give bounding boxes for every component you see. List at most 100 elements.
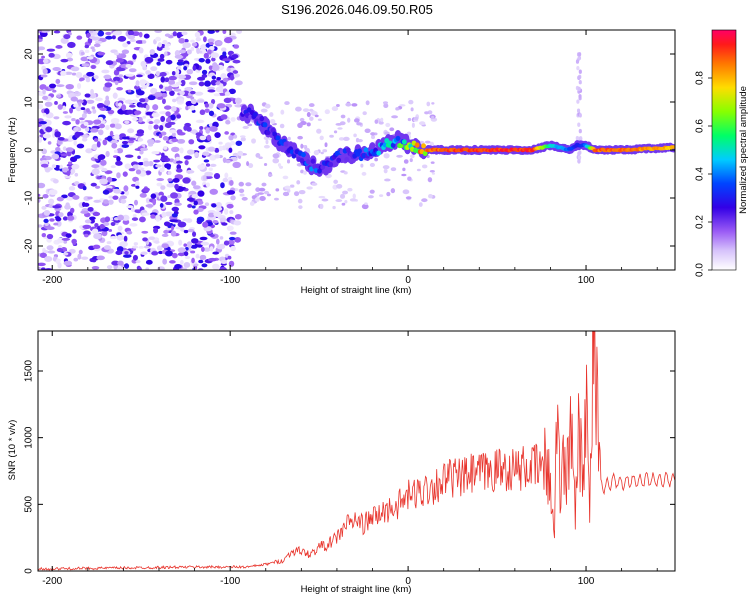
spectrogram-noise-cell (66, 57, 74, 62)
spectrogram-noise-cell (93, 43, 101, 48)
spectrogram-noise-cell (139, 98, 146, 103)
spectrogram-noise-cell (201, 74, 208, 78)
spectrogram-noise-cell (384, 178, 391, 182)
spectrogram-noise-cell (95, 185, 101, 189)
spectrogram-noise-cell (577, 122, 581, 127)
spectrogram-noise-cell (576, 99, 580, 104)
track-cell (421, 143, 426, 149)
spectrogram-noise-cell (184, 255, 191, 260)
spectrogram-noise-cell (269, 112, 274, 117)
spectrogram-noise-cell (184, 87, 193, 92)
spectrogram-noise-cell (38, 198, 41, 203)
spectrogram-noise-cell (89, 216, 96, 221)
spectrogram-noise-cell (180, 228, 185, 232)
spectrogram-noise-cell (378, 121, 384, 125)
spectrogram-noise-cell (201, 69, 208, 75)
spectrogram-noise-cell (137, 155, 141, 160)
track-cell (395, 135, 401, 141)
snr-x-label: Height of straight line (km) (301, 584, 412, 595)
track-cell (275, 135, 281, 141)
spectrogram-noise-cell (169, 260, 176, 264)
spectrogram-noise-cell (282, 175, 289, 180)
spectrogram-noise-cell (127, 140, 135, 144)
spectrogram-noise-cell (223, 37, 233, 44)
spectrogram-noise-cell (383, 153, 390, 159)
spectrogram-noise-cell (176, 114, 182, 119)
spectrogram-noise-cell (161, 162, 166, 170)
spectrogram-noise-cell (171, 105, 177, 112)
spectrogram-noise-cell (578, 69, 582, 74)
spectrogram-noise-cell (151, 150, 160, 155)
spectrogram-noise-cell (297, 198, 303, 204)
spectrogram-noise-cell (91, 65, 96, 69)
spectrogram-noise-cell (60, 70, 67, 77)
spectrogram-noise-cell (55, 45, 63, 49)
spectrogram-noise-cell (60, 58, 69, 63)
spectrogram-noise-cell (198, 145, 206, 150)
spectrogram-noise-cell (136, 90, 145, 96)
snr-y-tick-label: 0 (24, 568, 35, 574)
spectrogram-noise-cell (309, 108, 314, 112)
spectrogram-noise-cell (83, 121, 89, 126)
spectrogram-noise-cell (113, 52, 120, 56)
spectrogram-noise-cell (191, 238, 199, 244)
track-cell (414, 142, 420, 148)
dominant-frequency-track (239, 103, 675, 177)
spectrogram-noise-cell (145, 197, 151, 204)
spectrogram-noise-cell (60, 153, 69, 157)
spectrogram-noise-cell (431, 102, 435, 105)
spectrogram-noise-cell (190, 39, 195, 43)
spectrogram-noise-cell (166, 183, 175, 188)
spectrogram-noise-cell (196, 216, 205, 223)
spectrogram-noise-cell (234, 80, 243, 86)
spectrogram-noise-cell (117, 214, 124, 221)
spectrogram-noise-cell (240, 137, 246, 142)
spectrogram-noise-cell (178, 49, 186, 54)
spectrogram-noise-cell (57, 104, 63, 110)
spectrogram-noise-cell (165, 117, 172, 124)
spectrogram-noise-cell (159, 167, 165, 173)
spectrogram-noise-cell (88, 30, 94, 34)
spectrogram-noise-cell (82, 224, 92, 230)
spectrogram-noise-cell (199, 126, 204, 131)
spectrogram-noise-cell (196, 99, 205, 103)
spectrogram-noise-cell (41, 205, 47, 210)
track-cell (363, 147, 369, 153)
spectrogram-noise-cell (204, 171, 214, 177)
spectrogram-noise-cell (134, 209, 140, 213)
spectrogram-noise-cell (143, 245, 150, 249)
spectrogram-noise-cell (182, 42, 191, 49)
spectrogram-noise-cell (38, 182, 46, 189)
spectrogram-noise-cell (68, 186, 76, 191)
spectrogram-noise-cell (402, 189, 410, 195)
spectrogram-noise-cell (200, 246, 205, 252)
spectrogram-noise-cell (84, 219, 92, 224)
spectrogram-noise-cell (156, 177, 165, 182)
spectrogram-noise-cell (150, 214, 156, 219)
spectrogram-noise-cell (176, 164, 182, 170)
spectrogram-noise-cell (201, 263, 208, 268)
spectrogram-noise-cell (155, 214, 161, 220)
spectrogram-noise-cell (58, 212, 64, 218)
spectrogram-noise-cell (111, 142, 118, 149)
track-cell (253, 111, 258, 117)
spectrogram-noise-cell (239, 193, 245, 197)
spectrogram-noise-cell (78, 249, 83, 255)
spectrogram-noise-cell (578, 52, 582, 57)
spectrogram-noise-cell (62, 146, 67, 151)
spectrogram-noise-cell (183, 229, 189, 234)
spectrogram-noise-cell (73, 154, 81, 159)
spectrogram-noise-cell (42, 95, 49, 101)
spectrogram-noise-cell (225, 119, 231, 125)
spectrogram-noise-cell (168, 75, 177, 81)
spectrogram-noise-cell (356, 122, 362, 126)
spectrogram-noise-cell (73, 103, 79, 108)
spectrogram-noise-cell (202, 221, 209, 228)
spectrogram-noise-cell (338, 137, 345, 141)
spectrogram-noise-cell (166, 165, 171, 170)
spectrogram-noise-cell (133, 110, 142, 115)
spectrogram-noise-cell (284, 185, 291, 190)
spectrogram-noise-cell (121, 136, 130, 140)
spectrogram-noise-cell (181, 31, 188, 36)
spectrogram-noise-cell (159, 203, 164, 208)
